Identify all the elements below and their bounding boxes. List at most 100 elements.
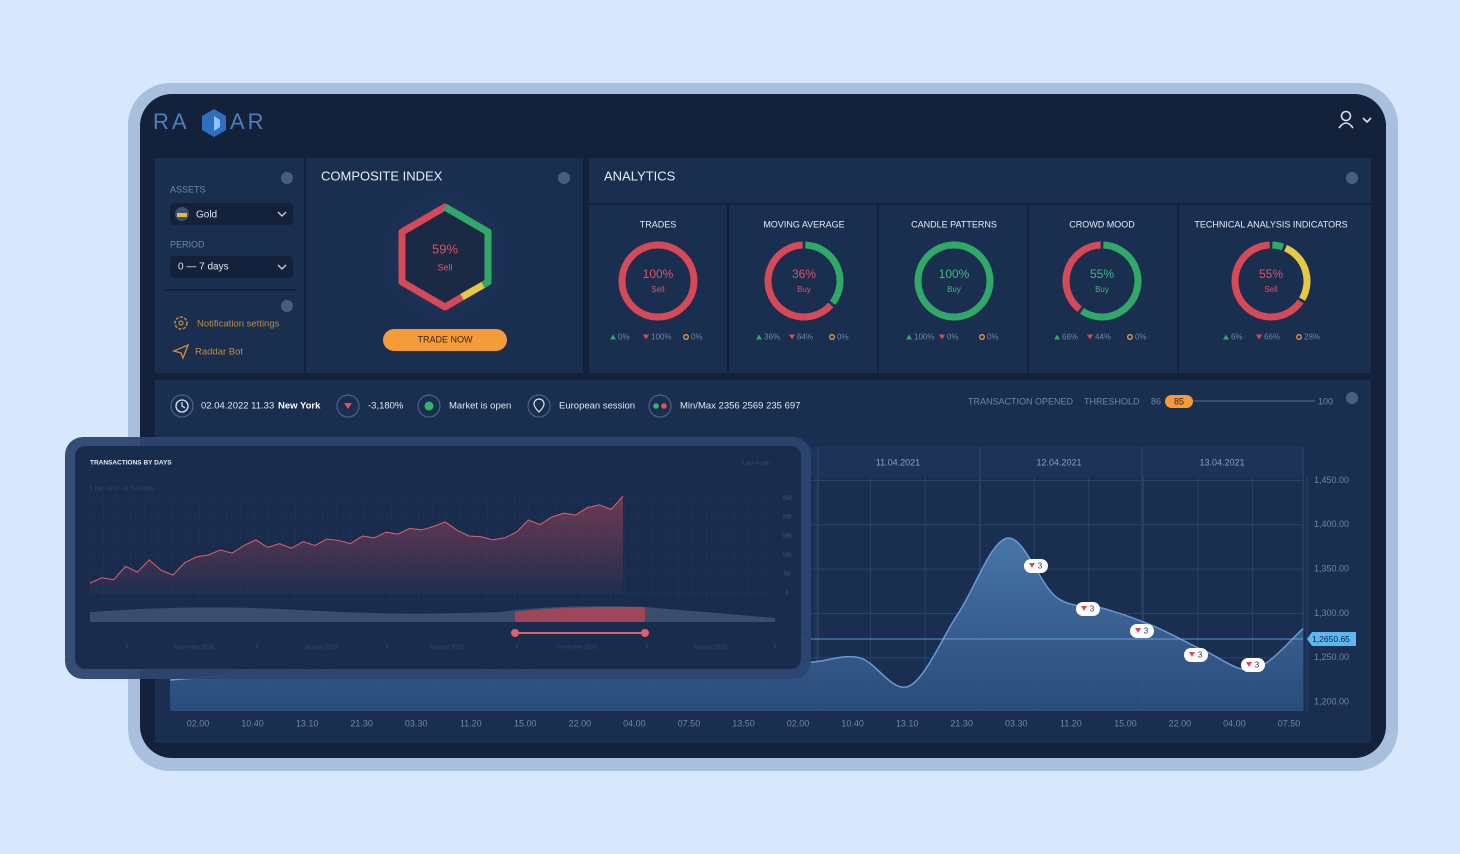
x-tick-label: 04.00 (623, 718, 646, 728)
overlay-chart: TRANSACTIONS BY DAYS 1 Dec 2019 - 31 Dec … (89, 460, 792, 650)
bot-link[interactable]: Raddar Bot (171, 343, 243, 360)
neutral-icon (829, 334, 835, 340)
neutral-icon (1127, 334, 1133, 340)
dropdown-box (170, 256, 293, 278)
datetime: 02.04.2022 11.33 (201, 401, 274, 412)
overlay-range: 1 Dec 2019 - 31 Dec 2019 (90, 486, 154, 492)
gauge-stat: 0% (691, 333, 703, 342)
button-bg (383, 329, 507, 351)
period-value: 0 — 7 days (178, 262, 229, 273)
current-price: 1,2650.65 (1312, 634, 1350, 644)
info-icon[interactable] (1346, 172, 1358, 184)
city: New York (278, 401, 321, 412)
gauge-title: CROWD MOOD (1069, 219, 1135, 229)
logo-right: AR (230, 109, 267, 134)
period-dropdown[interactable]: 0 — 7 days (170, 256, 293, 278)
x-tick-label: 13.50 (732, 718, 755, 728)
y-tick-label: 50 (784, 571, 790, 577)
dropdown-box (170, 203, 293, 225)
gauge-value: 100% (643, 267, 674, 281)
threshold-label: THRESHOLD (1084, 396, 1140, 406)
y-tick-label: 0 (785, 590, 788, 596)
gauge-stat: 100% (651, 333, 671, 342)
down-icon (643, 334, 649, 340)
threshold-max: 100 (1318, 396, 1333, 406)
x-tick-label: 21.30 (350, 718, 373, 728)
info-icon[interactable] (281, 172, 293, 184)
y-tick-label: 1,400.00 (1314, 519, 1349, 529)
gauge-stat: 6% (1231, 333, 1243, 342)
date-label: 11.04.2021 (876, 457, 920, 467)
y-tick-label: 1,300.00 (1314, 608, 1349, 618)
x-tick-label: 15.00 (514, 718, 537, 728)
range-handle[interactable] (641, 629, 649, 637)
down-icon (939, 334, 945, 340)
gauge-value: 100% (939, 267, 970, 281)
overlay-line (89, 495, 624, 584)
gauge-stat: 0% (837, 333, 849, 342)
up-icon (756, 334, 762, 340)
clock-icon (175, 399, 189, 413)
neutral-icon (979, 334, 985, 340)
info-icon[interactable] (558, 172, 570, 184)
gauge-arc (618, 241, 698, 321)
marker-icon (1246, 662, 1252, 667)
hexagon-neutral (460, 281, 485, 301)
composite-value: 59% (432, 241, 458, 256)
gauge-arc (1272, 241, 1285, 251)
range-handle[interactable] (511, 629, 519, 637)
gauge-value: 36% (792, 267, 816, 281)
gauge-arc (1283, 244, 1311, 301)
max-dot (661, 403, 667, 409)
y-tick-label: 200 (782, 514, 791, 520)
down-icon (1256, 334, 1262, 340)
date-band (810, 447, 1303, 477)
user-menu[interactable] (1338, 110, 1372, 129)
gauge-stat: 64% (797, 333, 813, 342)
assets-label: ASSETS (170, 184, 206, 194)
info-icon[interactable] (1346, 392, 1358, 404)
slider-badge (1165, 395, 1193, 408)
info-icon[interactable] (281, 300, 293, 312)
x-tick-label: January 2019 (693, 644, 726, 650)
chevron (1362, 117, 1372, 124)
clock-hands (181, 402, 186, 409)
min-dot (653, 403, 659, 409)
threshold-handle[interactable]: 85 (1165, 395, 1193, 408)
trade-now-button[interactable]: TRADE NOW (383, 329, 507, 351)
user-icon-body (1338, 122, 1354, 129)
gauge-signal: Sell (651, 285, 665, 294)
up-icon (906, 334, 912, 340)
gauge-title: TRADES (640, 219, 677, 229)
gauge-stat: 66% (1062, 333, 1078, 342)
y-tick-label: 1,200.00 (1314, 697, 1349, 707)
x-tick-label: 10.40 (841, 718, 864, 728)
marker-count: 3 (1038, 562, 1043, 571)
gauge-signal: Buy (947, 285, 961, 294)
pin-icon (533, 398, 545, 413)
threshold-min: 86 (1151, 396, 1161, 406)
gauge-stat: 44% (1095, 333, 1111, 342)
x-tick-label: 22.00 (569, 718, 592, 728)
asset-value: Gold (196, 210, 217, 221)
market-status: Market is open (449, 401, 511, 412)
x-tick-label: 03.30 (1005, 718, 1028, 728)
chevron (277, 211, 287, 217)
marker-count: 3 (1255, 661, 1260, 670)
notification-link[interactable]: Notification settings (174, 316, 280, 330)
marker-badge (1241, 658, 1265, 672)
marker-count: 3 (1090, 605, 1095, 614)
asset-dropdown[interactable]: Gold (170, 203, 293, 225)
gauge-stat: 66% (1264, 333, 1280, 342)
x-tick-label: 07.50 (1278, 718, 1301, 728)
down-icon (789, 334, 795, 340)
x-tick-label: 04.00 (1223, 718, 1246, 728)
up-icon (1054, 334, 1060, 340)
button-label: TRADE NOW (418, 334, 474, 344)
panel-title: ANALYTICS (604, 168, 676, 183)
x-tick-label: December 2018 (174, 644, 213, 650)
x-tick-label: 02.00 (187, 718, 210, 728)
link-text: Notification settings (197, 319, 280, 330)
session: European session (559, 401, 635, 412)
